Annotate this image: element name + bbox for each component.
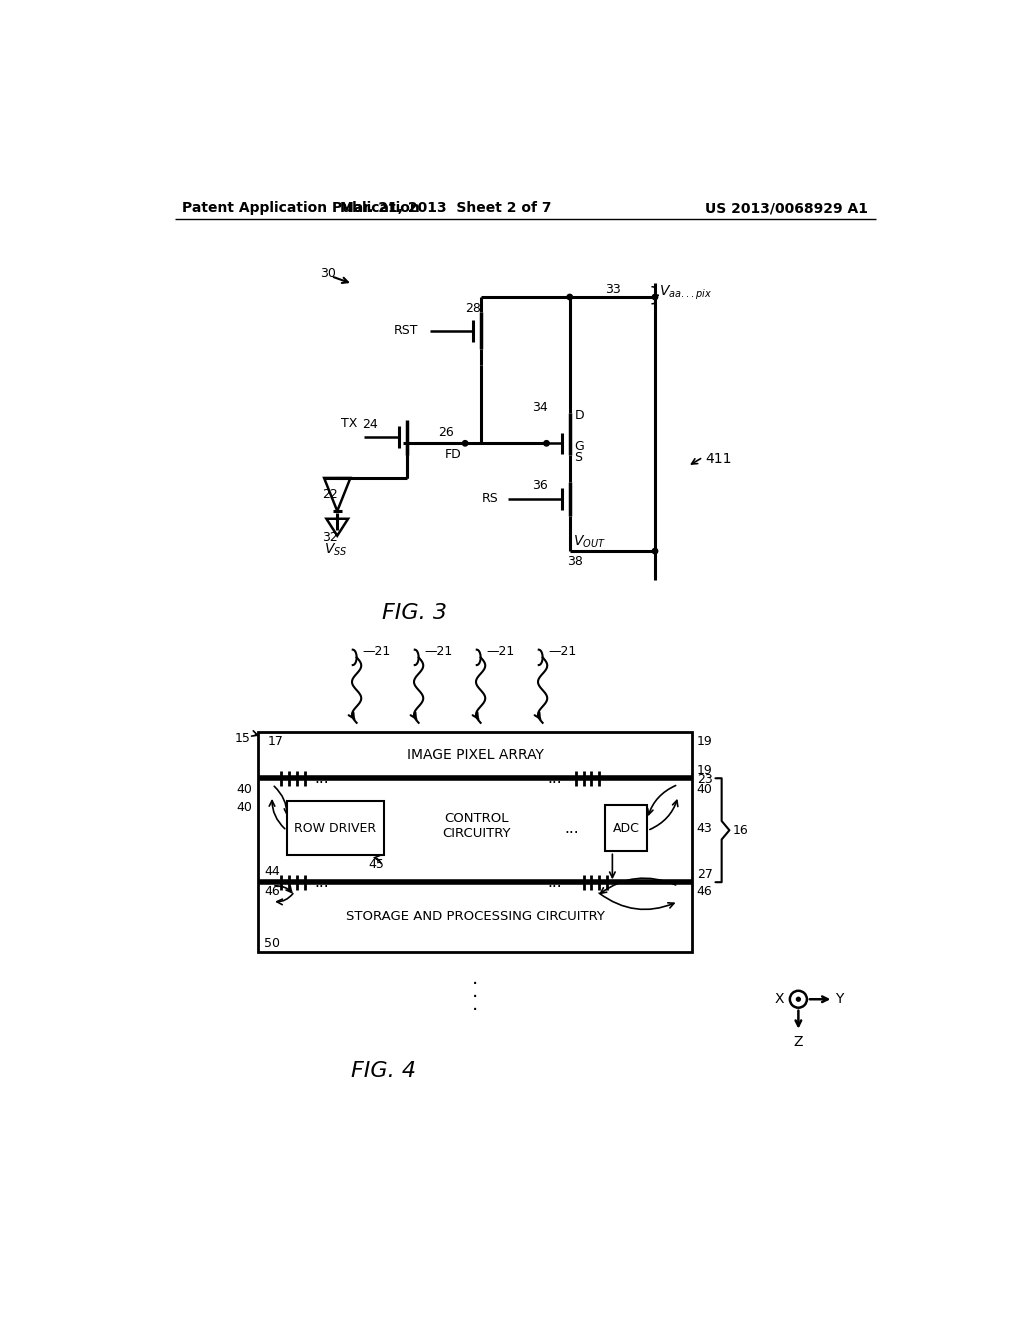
Text: D: D xyxy=(574,409,584,422)
Circle shape xyxy=(652,294,657,300)
Text: 38: 38 xyxy=(567,554,584,568)
Text: 411: 411 xyxy=(706,451,732,466)
Text: 27: 27 xyxy=(697,869,713,880)
Text: FIG. 4: FIG. 4 xyxy=(351,1061,416,1081)
Circle shape xyxy=(567,294,572,300)
Text: —21: —21 xyxy=(549,644,578,657)
Text: ...: ... xyxy=(565,821,580,836)
Text: 36: 36 xyxy=(532,479,548,492)
Text: CONTROL
CIRCUITRY: CONTROL CIRCUITRY xyxy=(442,812,511,841)
Text: $V_{OUT}$: $V_{OUT}$ xyxy=(572,533,605,550)
Text: 40: 40 xyxy=(697,783,713,796)
Text: 23: 23 xyxy=(697,774,713,787)
Text: ADC: ADC xyxy=(612,822,639,834)
Text: .: . xyxy=(472,995,478,1014)
Text: S: S xyxy=(574,451,583,465)
Text: 40: 40 xyxy=(237,783,252,796)
Text: IMAGE PIXEL ARRAY: IMAGE PIXEL ARRAY xyxy=(407,748,544,762)
Text: Patent Application Publication: Patent Application Publication xyxy=(182,202,420,215)
Text: —21: —21 xyxy=(486,644,515,657)
Circle shape xyxy=(652,548,657,554)
Text: FIG. 3: FIG. 3 xyxy=(382,603,447,623)
Text: .: . xyxy=(472,982,478,1001)
Bar xyxy=(604,805,647,851)
Text: 44: 44 xyxy=(264,865,281,878)
Bar xyxy=(287,801,384,855)
Circle shape xyxy=(544,441,549,446)
Text: Mar. 21, 2013  Sheet 2 of 7: Mar. 21, 2013 Sheet 2 of 7 xyxy=(340,202,552,215)
Text: 16: 16 xyxy=(732,824,749,837)
Text: ...: ... xyxy=(314,771,329,785)
Text: 19: 19 xyxy=(697,764,713,777)
Text: 24: 24 xyxy=(362,417,378,430)
Text: ...: ... xyxy=(547,771,561,785)
Text: RST: RST xyxy=(394,325,419,338)
Text: 15: 15 xyxy=(234,731,251,744)
Text: RS: RS xyxy=(481,492,499,506)
Text: 50: 50 xyxy=(264,937,281,950)
Text: $V_{SS}$: $V_{SS}$ xyxy=(324,541,347,558)
Text: 32: 32 xyxy=(322,531,338,544)
Text: }: } xyxy=(649,286,662,305)
Text: 22: 22 xyxy=(322,488,338,502)
Text: 26: 26 xyxy=(438,426,454,440)
Text: G: G xyxy=(574,440,584,453)
Text: .: . xyxy=(472,969,478,987)
Bar xyxy=(258,733,692,952)
Text: 17: 17 xyxy=(267,735,284,748)
Text: ROW DRIVER: ROW DRIVER xyxy=(294,822,377,834)
Text: $V_{aa...pix}$: $V_{aa...pix}$ xyxy=(658,284,712,302)
Text: 46: 46 xyxy=(697,884,713,898)
Text: ...: ... xyxy=(547,875,561,890)
Circle shape xyxy=(463,441,468,446)
Text: 45: 45 xyxy=(369,858,384,871)
Text: US 2013/0068929 A1: US 2013/0068929 A1 xyxy=(706,202,868,215)
Text: STORAGE AND PROCESSING CIRCUITRY: STORAGE AND PROCESSING CIRCUITRY xyxy=(346,911,604,924)
Text: 40: 40 xyxy=(237,801,252,814)
Circle shape xyxy=(797,998,801,1001)
Text: —21: —21 xyxy=(362,644,391,657)
Text: 33: 33 xyxy=(604,282,621,296)
Text: 46: 46 xyxy=(264,884,281,898)
Text: Z: Z xyxy=(794,1035,803,1048)
Text: 43: 43 xyxy=(697,822,713,834)
Text: 34: 34 xyxy=(532,401,548,414)
Text: 19: 19 xyxy=(697,735,713,748)
Text: 30: 30 xyxy=(321,268,336,280)
Text: —21: —21 xyxy=(425,644,453,657)
Text: ...: ... xyxy=(314,875,329,890)
Text: FD: FD xyxy=(445,447,462,461)
Text: TX: TX xyxy=(341,417,357,430)
Text: X: X xyxy=(775,993,784,1006)
Text: Y: Y xyxy=(836,993,844,1006)
Text: 28: 28 xyxy=(465,302,481,315)
